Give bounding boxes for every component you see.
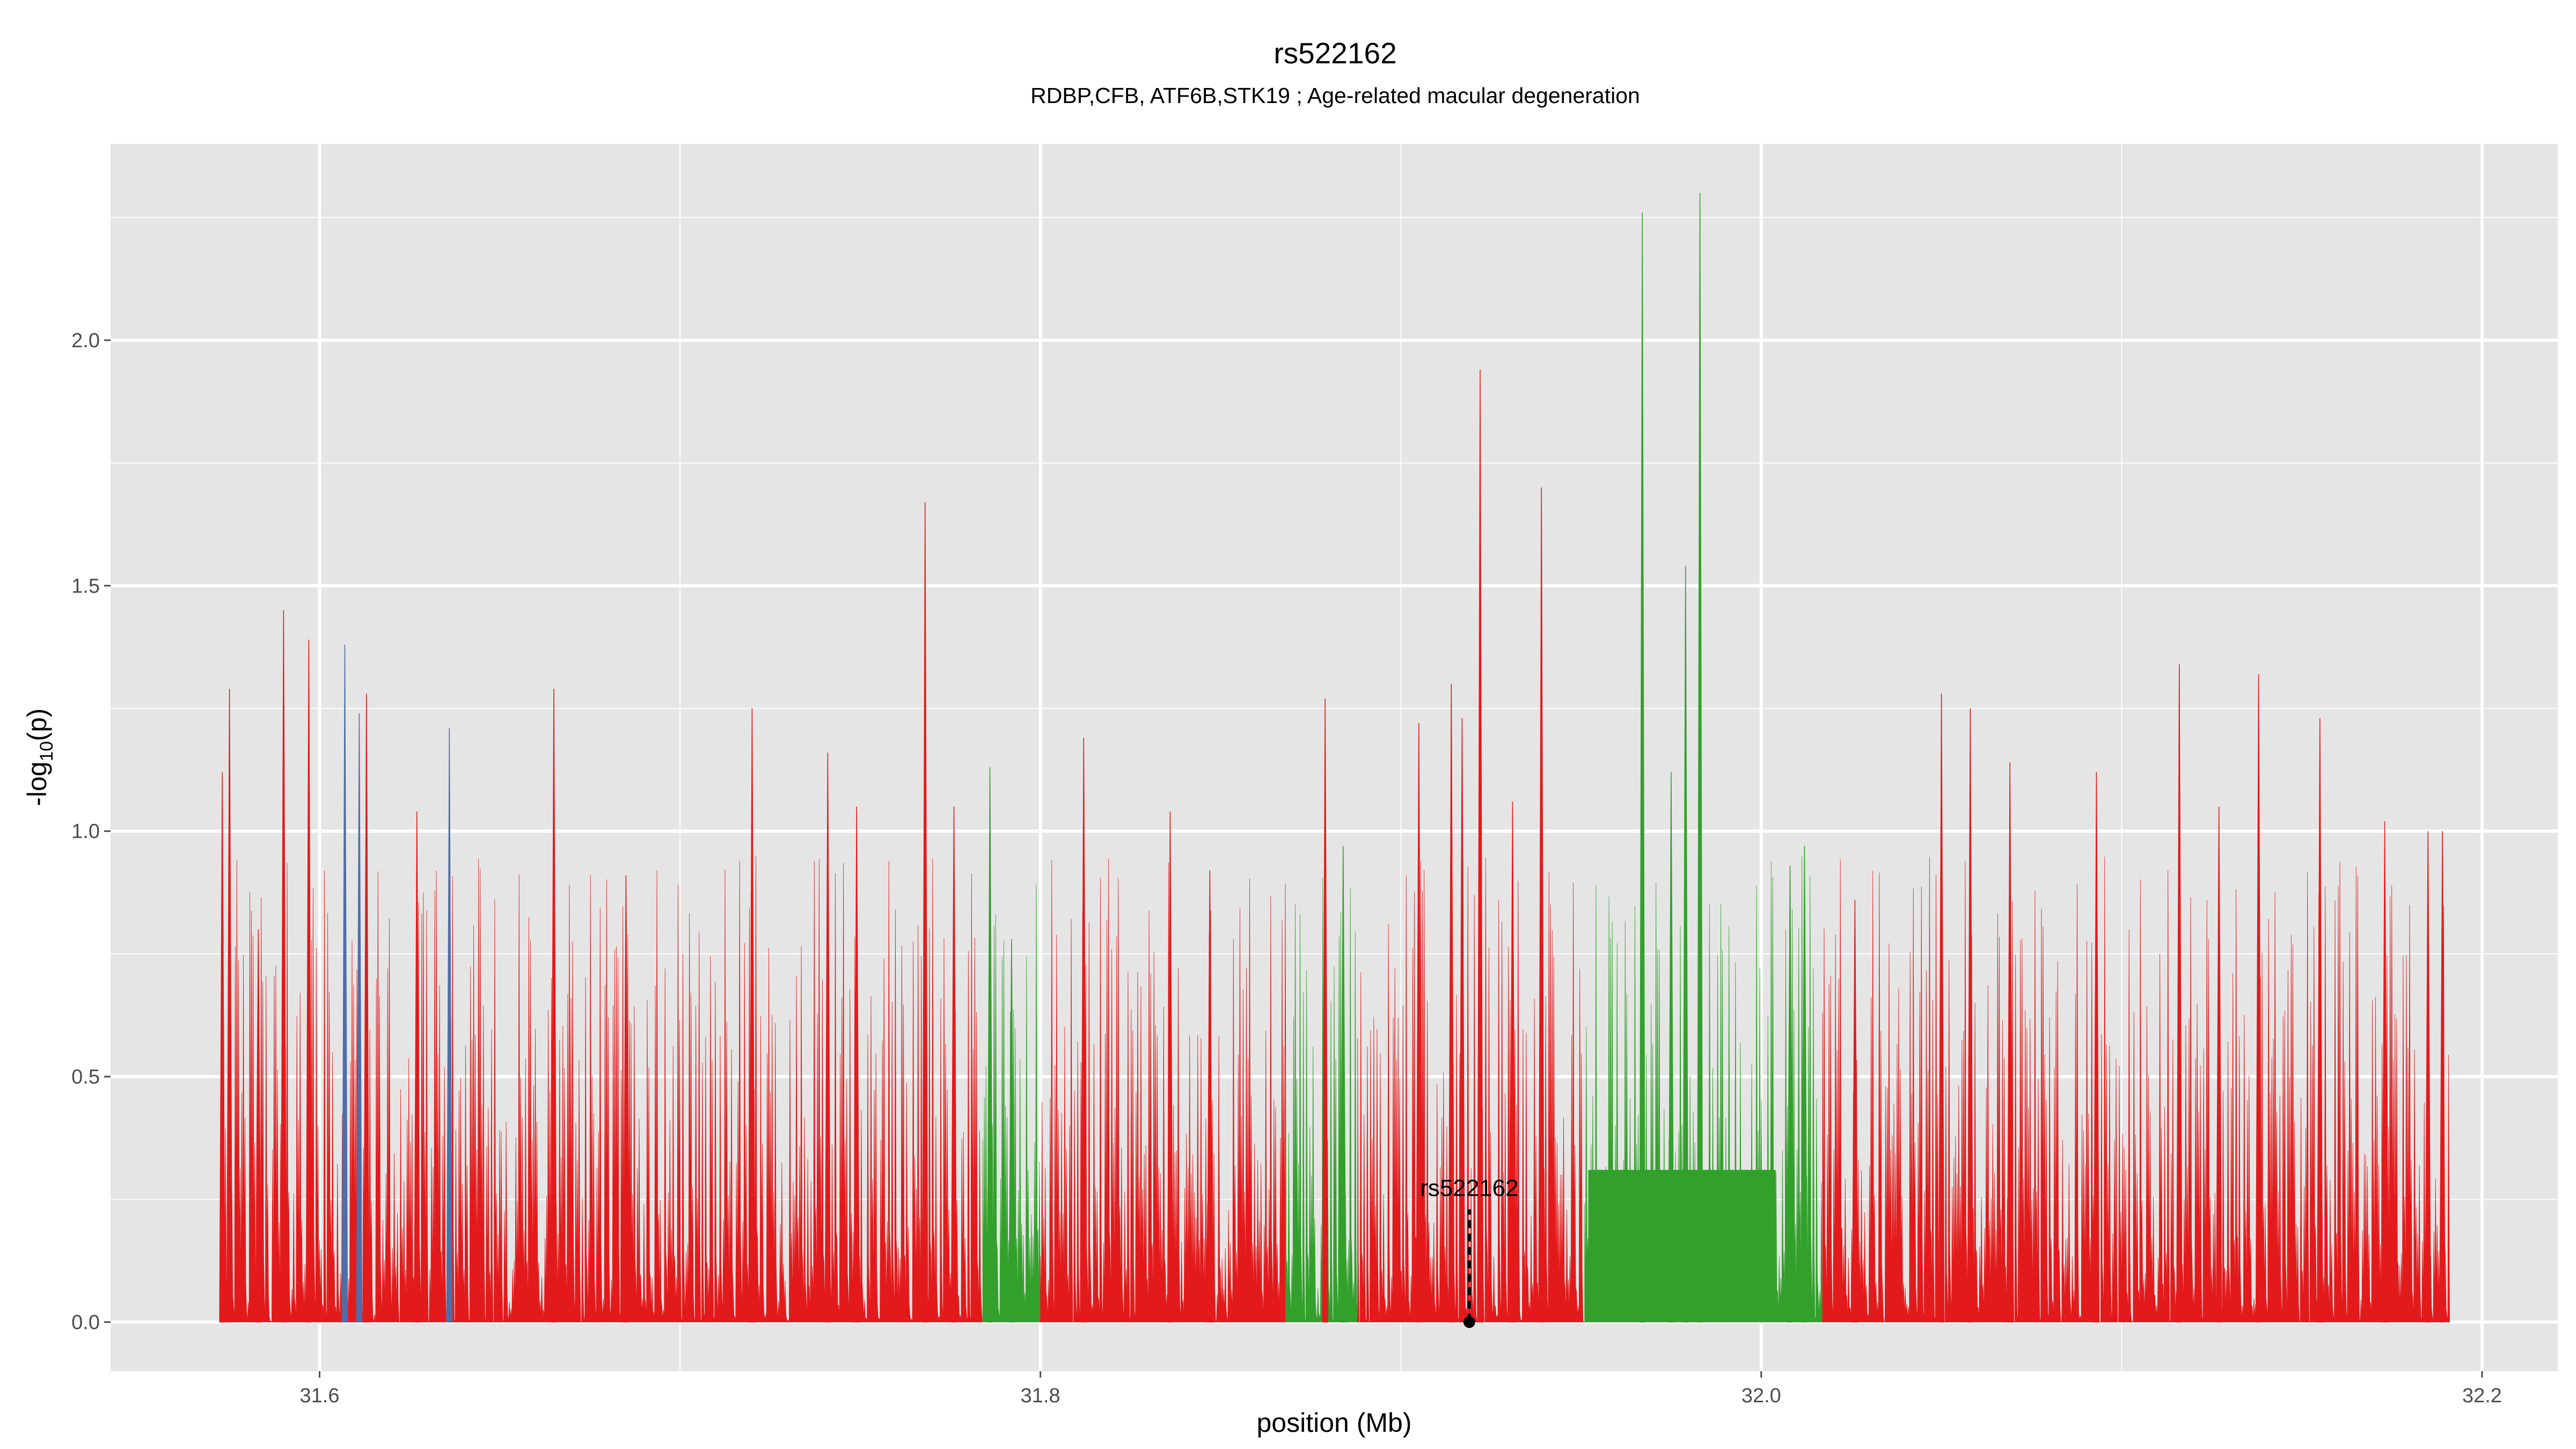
peak-spike [1938,693,1945,1323]
peak-spike [1459,718,1466,1323]
association-area-red [1040,858,1286,1323]
y-tick-label: 2.0 [71,330,100,352]
peak-spike [1787,865,1794,1323]
peak-spike [1668,772,1674,1323]
lead-snp-point [1463,1316,1475,1328]
x-tick-label: 31.8 [1021,1385,1060,1407]
peak-spike [2093,772,2100,1323]
y-axis-title-tail: (p) [22,708,52,741]
axis-ticks: 31.6 31.8 32.0 32.2 0.0 0.5 1.0 1.5 2.0 [71,330,2502,1407]
lead-snp-annotation: rs522162 [1420,1175,1519,1328]
peak-spike [341,645,348,1323]
x-tick-label: 31.6 [300,1385,340,1407]
peak-spike [1448,684,1455,1323]
peak-spike [1538,487,1545,1323]
peak-spike [305,639,312,1323]
peak-spike [749,708,756,1323]
chart-subtitle: RDBP,CFB, ATF6B,STK19 ; Age-related macu… [1030,83,1640,108]
peak-spike [1206,870,1213,1323]
association-area-red [1357,858,1585,1323]
y-tick-label: 0.5 [71,1066,100,1088]
peak-spike [280,610,287,1323]
association-area-red [1822,857,2450,1323]
peak-spike [950,806,957,1323]
peak-spike [1801,846,1808,1323]
peak-spike [1851,899,1858,1323]
peak-spike [356,713,363,1323]
peak-spike [551,689,557,1323]
x-tick-label: 32.0 [1741,1385,1781,1407]
y-axis-title-main: -log [22,762,52,806]
peak-spike [1008,939,1015,1323]
peak-spike [986,767,993,1323]
peak-spike [922,502,928,1323]
peak-spike [1416,723,1422,1323]
peak-spike [363,693,370,1323]
y-tick-label: 1.5 [71,575,100,597]
peak-spike [2215,806,2222,1323]
chart-title: rs522162 [1274,36,1396,70]
peak-spike [255,929,262,1323]
peak-spike [2007,762,2013,1323]
peak-spike [1322,698,1328,1323]
peak-spike [226,689,233,1323]
peak-spike [853,806,860,1323]
peak-spike [2381,821,2388,1323]
peak-spike [2439,831,2446,1323]
peak-spike [1639,213,1645,1323]
peak-spike [2255,674,2262,1323]
peak-spike [2425,831,2431,1323]
y-tick-label: 1.0 [71,821,100,843]
peak-spike [1696,193,1703,1323]
peak-spike [824,752,831,1323]
peak-spike [1080,737,1087,1323]
x-tick-label: 32.2 [2462,1385,2502,1407]
peak-spike [623,875,630,1323]
peak-spike [219,772,225,1323]
y-axis-title-subscript: 10 [36,741,57,762]
association-area [219,193,2450,1323]
peak-spike [2317,718,2323,1323]
lead-snp-label: rs522162 [1420,1175,1518,1202]
y-axis-title: -log10(p) [22,708,57,806]
peak-spike [1477,369,1483,1323]
y-tick-label: 0.0 [71,1312,100,1334]
x-axis-title: position (Mb) [1257,1408,1412,1438]
green-plateau [1588,1169,1776,1322]
peak-spike [414,811,420,1323]
peak-spike [1509,801,1516,1323]
peak-spike [446,728,453,1323]
peak-spike [1967,708,1974,1323]
peak-spike [1340,846,1346,1323]
peak-spike [1682,566,1689,1323]
peak-spike [1167,811,1174,1323]
peak-spike [2176,664,2183,1323]
association-area-green [1285,867,1358,1322]
